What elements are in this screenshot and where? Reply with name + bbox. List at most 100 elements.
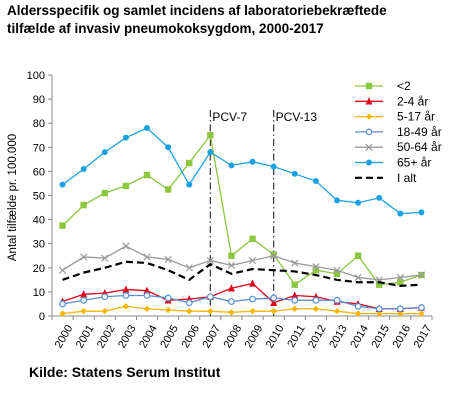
series-2-point [80,307,87,315]
series-0-point [249,235,256,243]
series-5-point [376,194,383,201]
series-5-point [144,125,150,132]
series-2-point [249,307,256,315]
series-5-point [312,178,319,185]
series-3-point [206,293,214,301]
y-tick-label: 80 [33,118,45,130]
y-tick-label: 20 [33,263,45,275]
series-3-point [270,294,278,302]
legend-label: 5-17 år [397,110,435,124]
legend-marker [365,97,373,105]
x-tick-label: 2007 [201,323,224,350]
series-1-point [143,286,151,294]
legend-label: 65+ år [397,156,431,170]
y-tick-label: 40 [33,215,45,227]
series-2-point [143,305,151,312]
chart-title: Aldersspecifik og samlet incidens af lab… [7,2,462,38]
series-4-point [396,273,404,282]
x-tick-label: 2011 [285,323,307,349]
series-5-line [62,127,422,215]
series-3-point [354,302,362,310]
series-5-point [291,170,298,177]
x-tick-label: 2016 [391,323,414,350]
series-4-point [417,271,426,279]
series-0-point [80,201,87,209]
x-tick-label: 2010 [264,323,287,350]
series-5-point [228,162,235,169]
series-2-point [207,307,214,315]
x-tick-label: 2008 [222,323,245,350]
series-1-line [62,282,422,310]
y-tick-label: 30 [33,239,45,251]
series-4-point [164,255,172,263]
series-0-point [207,132,214,139]
series-0-point [270,251,277,258]
legend-marker [365,143,373,151]
series-4-point [248,256,257,265]
series-5-point [101,149,108,156]
x-tick-label: 2006 [179,323,202,350]
series-2-point [59,310,66,317]
series-5-point [122,134,129,141]
series-0-point [143,171,151,179]
series-4-point [80,253,88,261]
x-tick-label: 2015 [369,323,392,350]
series-5-point [418,209,425,216]
series-3-point [228,298,235,305]
series-5-point [207,149,214,156]
series-0-point [333,270,341,278]
series-4-point [206,256,214,265]
series-0-point [122,182,130,190]
x-tick-label: 2013 [327,323,350,350]
legend-label: I alt [397,171,417,185]
series-3-point [185,299,193,307]
series-1-point [291,291,299,299]
series-2-point [228,309,235,316]
series-3-point [375,305,383,313]
series-0-point [101,189,108,197]
y-tick-label: 50 [33,191,45,203]
series-3-point [249,295,256,303]
series-1-point [227,284,235,292]
series-4-point [101,254,109,262]
series-2-point [186,307,193,315]
series-5-point [186,181,193,188]
series-0-point [59,222,66,229]
series-4-line [62,245,422,281]
series-5-point [270,163,277,170]
series-0-point [376,281,383,288]
x-tick-label: 2004 [137,323,160,350]
series-2-point [397,310,404,317]
chart-title-line1: Aldersspecifik og samlet incidens af lab… [7,3,387,18]
series-5-point [397,210,404,217]
series-0-point [354,252,362,259]
series-3-point [312,296,320,304]
series-1-point [80,290,88,298]
y-tick-label: 0 [39,311,45,323]
series-2-point [101,307,108,315]
legend-marker [365,82,373,90]
legend-label: 2-4 år [397,94,428,108]
series-4-point [227,261,236,270]
series-4-point [122,242,130,250]
series-0-point [312,267,320,274]
series-4-point [270,252,278,260]
series-2-point [122,303,130,310]
series-0-point [186,159,193,167]
legend-label: 50-64 år [397,140,442,154]
series-3-point [143,292,151,299]
chart-title-line2: tilfælde af invasiv pneumokoksygdom, 200… [7,21,324,36]
series-4-point [333,266,341,274]
y-tick-label: 70 [33,142,45,154]
series-3-line [62,294,422,310]
series-3-point [418,304,425,311]
series-3-point [164,294,172,302]
series-2-point [312,305,320,312]
legend-marker [366,159,372,166]
series-5-point [80,165,87,172]
x-tick-label: 2014 [348,323,371,350]
series-2-point [291,305,298,312]
x-tick-label: 2001 [74,323,97,350]
series-2-point [354,310,362,317]
